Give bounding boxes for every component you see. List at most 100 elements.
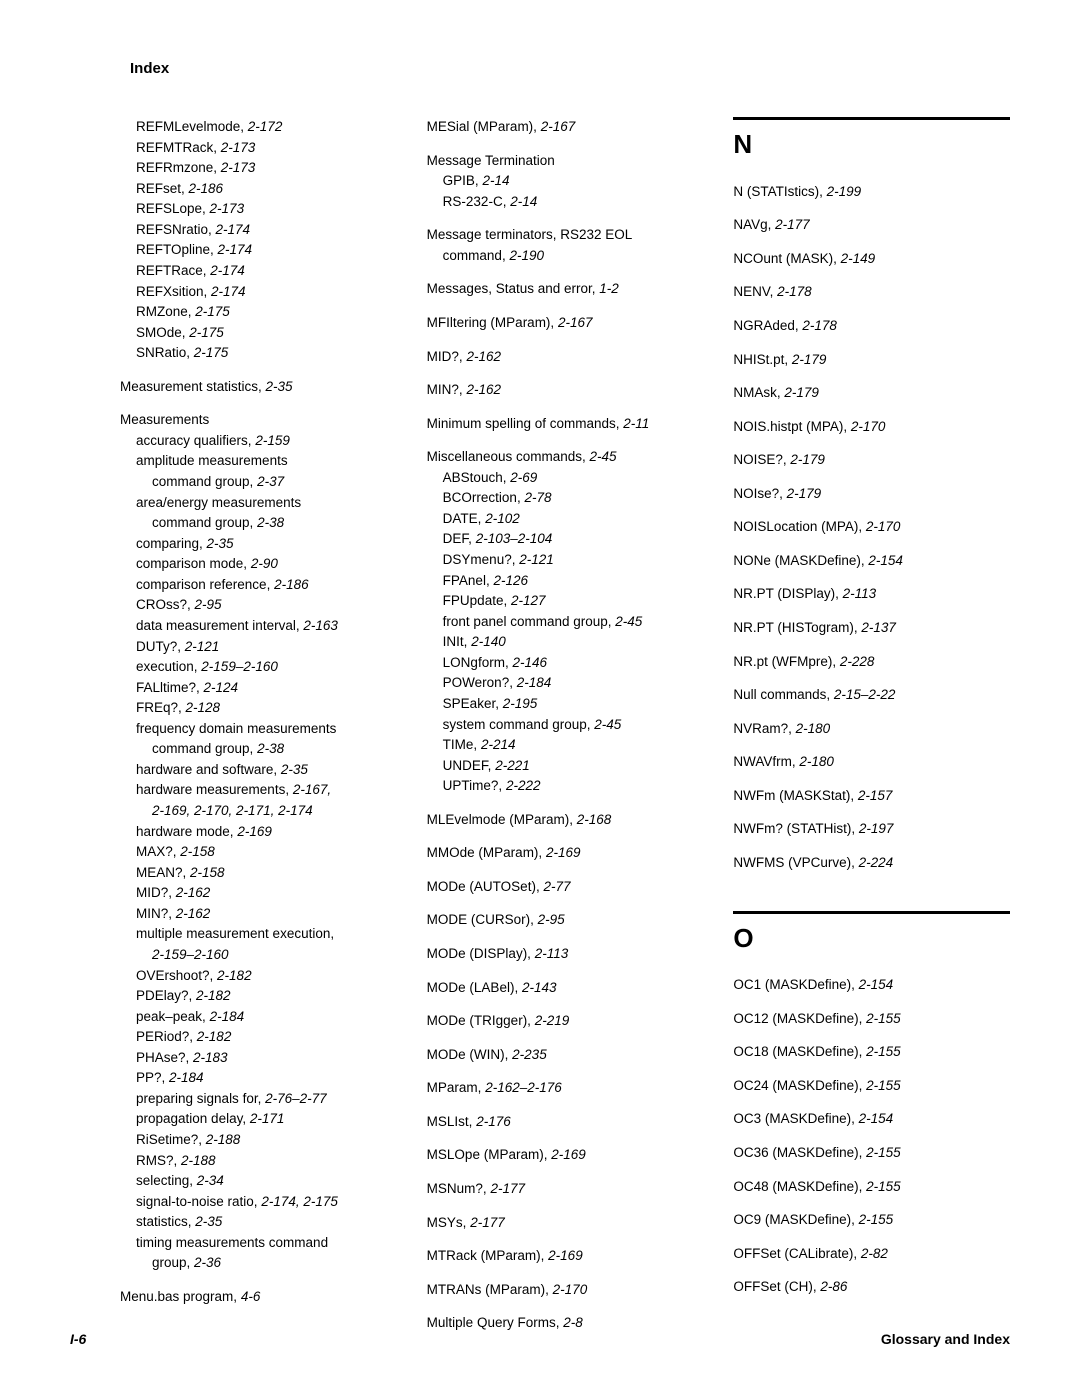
entry-term: command group,	[152, 741, 257, 756]
entry-page-ref: 2-45	[594, 717, 621, 732]
entry-term: DUTy?,	[136, 639, 185, 654]
entry-term: accuracy qualifiers,	[136, 433, 255, 448]
index-entry: NWAVfrm, 2-180	[733, 752, 1010, 772]
entry-term: data measurement interval,	[136, 618, 303, 633]
entry-page-ref: 2-184	[169, 1070, 204, 1085]
entry-term: REFSLope,	[136, 201, 210, 216]
entry-page-ref: 2-175	[189, 325, 224, 340]
entry-term: Multiple Query Forms,	[427, 1315, 564, 1330]
index-entry: PHAse?, 2-183	[136, 1048, 397, 1068]
entry-page-ref: 2-197	[859, 821, 894, 836]
index-entry: RS-232-C, 2-14	[443, 192, 704, 212]
entry-page-ref: 2-167	[558, 315, 593, 330]
entry-term: NWFm (MASKStat),	[733, 788, 858, 803]
entry-page-ref: 2-175	[194, 345, 229, 360]
index-entry: NGRAded, 2-178	[733, 316, 1010, 336]
entry-page-ref: 2-162	[176, 885, 211, 900]
index-entry: command group, 2-38	[152, 739, 397, 759]
index-entry: MSYs, 2-177	[427, 1213, 704, 1233]
entry-page-ref: 2-155	[866, 1011, 901, 1026]
entry-term: UNDEF,	[443, 758, 496, 773]
index-entry: NMAsk, 2-179	[733, 383, 1010, 403]
entry-term: MSLOpe (MParam),	[427, 1147, 552, 1162]
entry-page-ref: 2-103–2-104	[476, 531, 553, 546]
entry-term: NR.PT (DISPlay),	[733, 586, 842, 601]
entry-term: FREq?,	[136, 700, 186, 715]
entry-term: N (STATIstics),	[733, 184, 826, 199]
index-entry: OC48 (MASKDefine), 2-155	[733, 1177, 1010, 1197]
index-entry: FALltime?, 2-124	[136, 678, 397, 698]
index-entry: frequency domain measurements	[136, 719, 397, 739]
entry-page-ref: 2-180	[799, 754, 834, 769]
entry-page-ref: 2-188	[206, 1132, 241, 1147]
entry-page-ref: 2-182	[217, 968, 252, 983]
entry-term: timing measurements command	[136, 1235, 328, 1250]
entry-page-ref: 2-162	[466, 382, 501, 397]
entry-page-ref: 2-14	[510, 194, 537, 209]
entry-page-ref: 2-121	[519, 552, 554, 567]
entry-page-ref: 2-175	[195, 304, 230, 319]
index-entry: area/energy measurements	[136, 493, 397, 513]
entry-page-ref: 2-37	[257, 474, 284, 489]
entry-page-ref: 2-179	[784, 385, 819, 400]
entry-page-ref: 2-38	[257, 515, 284, 530]
entry-term: NHISt.pt,	[733, 352, 792, 367]
entry-term: NVRam?,	[733, 721, 795, 736]
entry-term: INIt,	[443, 634, 472, 649]
index-entry: MODe (AUTOSet), 2-77	[427, 877, 704, 897]
entry-term: REFXsition,	[136, 284, 211, 299]
index-entry: amplitude measurements	[136, 451, 397, 471]
entry-page-ref: 2-184	[517, 675, 552, 690]
entry-term: MLEvelmode (MParam),	[427, 812, 577, 827]
index-entry: NHISt.pt, 2-179	[733, 350, 1010, 370]
entry-term: REFMLevelmode,	[136, 119, 248, 134]
index-entry: statistics, 2-35	[136, 1212, 397, 1232]
entry-page-ref: 2-186	[274, 577, 309, 592]
entry-page-ref: 2-172	[248, 119, 283, 134]
entry-term: Measurement statistics,	[120, 379, 266, 394]
index-entry: OC3 (MASKDefine), 2-154	[733, 1109, 1010, 1129]
index-entry: FREq?, 2-128	[136, 698, 397, 718]
entry-term: MODe (LABel),	[427, 980, 522, 995]
entry-term: MID?,	[427, 349, 467, 364]
entry-term: NWFm? (STATHist),	[733, 821, 858, 836]
index-entry: REFSNratio, 2-174	[136, 220, 397, 240]
index-entry: NCOunt (MASK), 2-149	[733, 249, 1010, 269]
index-entry: N (STATIstics), 2-199	[733, 182, 1010, 202]
index-entry: MFIltering (MParam), 2-167	[427, 313, 704, 333]
index-entry: REFTRace, 2-174	[136, 261, 397, 281]
index-entry: NWFm (MASKStat), 2-157	[733, 786, 1010, 806]
index-entry: comparison reference, 2-186	[136, 575, 397, 595]
entry-page-ref: 2-190	[509, 248, 544, 263]
entry-page-ref: 2-45	[590, 449, 617, 464]
entry-page-ref: 2-224	[859, 855, 894, 870]
index-entry: SNRatio, 2-175	[136, 343, 397, 363]
entry-page-ref: 2-149	[841, 251, 876, 266]
index-entry: RiSetime?, 2-188	[136, 1130, 397, 1150]
entry-term: PERiod?,	[136, 1029, 197, 1044]
entry-term: REFRmzone,	[136, 160, 221, 175]
entry-term: amplitude measurements	[136, 453, 288, 468]
index-entry: MID?, 2-162	[136, 883, 397, 903]
entry-term: MIN?,	[136, 906, 176, 921]
entry-page-ref: 2-155	[866, 1078, 901, 1093]
entry-page-ref: 2-137	[861, 620, 896, 635]
entry-term: signal-to-noise ratio,	[136, 1194, 261, 1209]
index-entry: hardware and software, 2-35	[136, 760, 397, 780]
entry-page-ref: 2-235	[512, 1047, 547, 1062]
entry-term: REFSNratio,	[136, 222, 216, 237]
index-entry: command group, 2-37	[152, 472, 397, 492]
index-entry: execution, 2-159–2-160	[136, 657, 397, 677]
entry-term: REFTOpline,	[136, 242, 218, 257]
entry-page-ref: 2-146	[512, 655, 547, 670]
entry-term: PHAse?,	[136, 1050, 193, 1065]
index-entry: OC18 (MASKDefine), 2-155	[733, 1042, 1010, 1062]
entry-page-ref: 2-228	[840, 654, 875, 669]
entry-page-ref: 2-127	[511, 593, 546, 608]
entry-page-ref: 2-128	[186, 700, 221, 715]
entry-term: MESial (MParam),	[427, 119, 541, 134]
entry-page-ref: 2-154	[859, 1111, 894, 1126]
entry-term: MODe (AUTOSet),	[427, 879, 544, 894]
index-entry: OC12 (MASKDefine), 2-155	[733, 1009, 1010, 1029]
entry-term: Message Termination	[427, 153, 555, 168]
